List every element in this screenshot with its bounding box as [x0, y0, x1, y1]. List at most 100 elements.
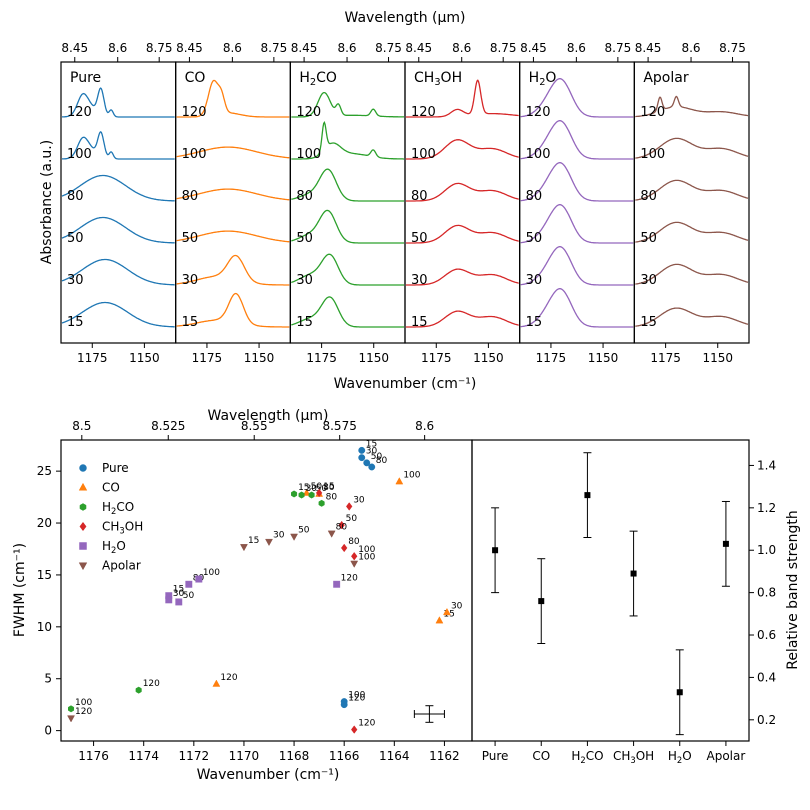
temperature-label: 80: [67, 189, 84, 204]
fwhm-scatter-panel: 1176 1174 1172 1170 1168 1166 1164 1162 0 5 10 15 20…: [37, 419, 473, 763]
x-tick-label: 1168: [279, 749, 310, 763]
x-tick-label: 1150: [702, 351, 733, 365]
top-tick-label: 8.5: [72, 419, 91, 433]
data-point: [195, 575, 203, 583]
point-temperature-label: 30: [173, 589, 185, 599]
temperature-label: 100: [182, 147, 207, 162]
x-tick-label: 1172: [179, 749, 210, 763]
data-point: [340, 701, 348, 709]
y-tick-label: 20: [37, 516, 52, 530]
data-point: [298, 491, 305, 499]
point-temperature-label: 30: [451, 601, 463, 611]
top-tick-label: 8.75: [490, 41, 517, 55]
spectra-panel-pure: Pure 1175 1150 8.45 8.6 8.75 120 100 80 50 30 15: [60, 41, 177, 365]
point-temperature-label: 120: [75, 707, 92, 717]
x-tick-label: 1150: [473, 351, 504, 365]
top-tick-label: 8.75: [719, 41, 746, 55]
data-point: [442, 607, 451, 616]
spectrum-curve-50K: [61, 216, 175, 244]
legend-marker: [78, 562, 88, 571]
data-point: [291, 490, 298, 498]
category-label-h2o: H2O: [668, 749, 692, 765]
temperature-label: 30: [182, 273, 199, 288]
data-point: [363, 459, 371, 467]
temperature-label: 100: [640, 147, 665, 162]
spectrum-curve-120K: [291, 91, 404, 118]
point-temperature-label: 80: [323, 483, 335, 493]
top-tick-label: 8.6: [223, 41, 242, 55]
spectrum-curve-80K: [635, 179, 749, 201]
spectrum-curve-80K: [61, 174, 175, 202]
temperature-label: 50: [640, 231, 657, 246]
category-label-pure: Pure: [482, 749, 509, 763]
value-marker: [492, 547, 499, 554]
data-point: [358, 446, 366, 454]
data-point: [346, 502, 353, 511]
point-temperature-label: 100: [75, 698, 92, 708]
data-point: [350, 560, 359, 568]
spectrum-curve-100K: [520, 120, 634, 160]
top-tick-label: 8.75: [261, 41, 288, 55]
point-temperature-label: 120: [348, 694, 365, 704]
top-tick-label: 8.45: [61, 41, 88, 55]
spectrum-curve-100K: [635, 137, 749, 159]
temperature-label: 30: [526, 273, 543, 288]
point-temperature-label: 50: [298, 526, 310, 536]
point-temperature-label: 15: [298, 483, 309, 493]
x-tick-label: 1175: [421, 351, 452, 365]
y-tick-label: 25: [37, 464, 52, 478]
point-temperature-label: 50: [316, 484, 328, 494]
spectrum-curve-30K: [635, 263, 749, 285]
category-label-apolar: Apolar: [707, 749, 746, 763]
legend-marker: [78, 482, 88, 491]
point-temperature-label: 100: [403, 471, 420, 481]
temperature-label: 30: [640, 273, 657, 288]
y-tick-label: 10: [37, 620, 52, 634]
spectrum-curve-30K: [61, 258, 175, 286]
point-temperature-label: 100: [348, 691, 365, 701]
x-tick-label: 1150: [588, 351, 619, 365]
temperature-label: 100: [296, 147, 321, 162]
y-tick-label: 1.0: [757, 543, 776, 557]
data-point: [135, 686, 142, 694]
legend-marker: [79, 503, 87, 511]
spectrum-curve-100K: [291, 120, 404, 160]
temperature-label: 100: [526, 147, 551, 162]
spectrum-curve-15K: [635, 307, 749, 327]
spectrum-curve-30K: [291, 253, 404, 286]
legend-marker: [79, 521, 87, 532]
top-tick-label: 8.55: [241, 419, 268, 433]
temperature-label: 30: [67, 273, 84, 288]
temperature-label: 30: [296, 273, 313, 288]
band-strength-co: [537, 558, 546, 644]
band-strength-frame: [471, 439, 750, 742]
scatter-frame: [60, 439, 473, 742]
spectrum-curve-120K: [635, 95, 749, 118]
data-point: [68, 705, 75, 713]
data-point: [327, 530, 336, 538]
point-temperature-label: 80: [326, 492, 338, 502]
data-point: [435, 616, 444, 624]
y-tick-label: 0.2: [757, 713, 776, 727]
spectrum-curve-80K: [291, 168, 404, 202]
point-temperature-label: 100: [358, 545, 375, 555]
spectrum-curve-100K: [62, 130, 175, 160]
legend-label-pure: Pure: [102, 461, 129, 475]
point-temperature-label: 30: [273, 531, 285, 541]
legend-marker: [79, 464, 87, 472]
spectrum-curve-100K: [406, 139, 519, 160]
panel-title: Pure: [70, 70, 101, 86]
top-tick-label: 8.45: [635, 41, 662, 55]
point-temperature-label: 100: [203, 568, 220, 578]
value-marker: [630, 570, 637, 577]
point-temperature-label: 120: [143, 679, 160, 689]
temperature-label: 80: [296, 189, 313, 204]
data-point: [308, 491, 315, 499]
data-point: [290, 533, 299, 541]
top-tick-label: 8.45: [405, 41, 432, 55]
